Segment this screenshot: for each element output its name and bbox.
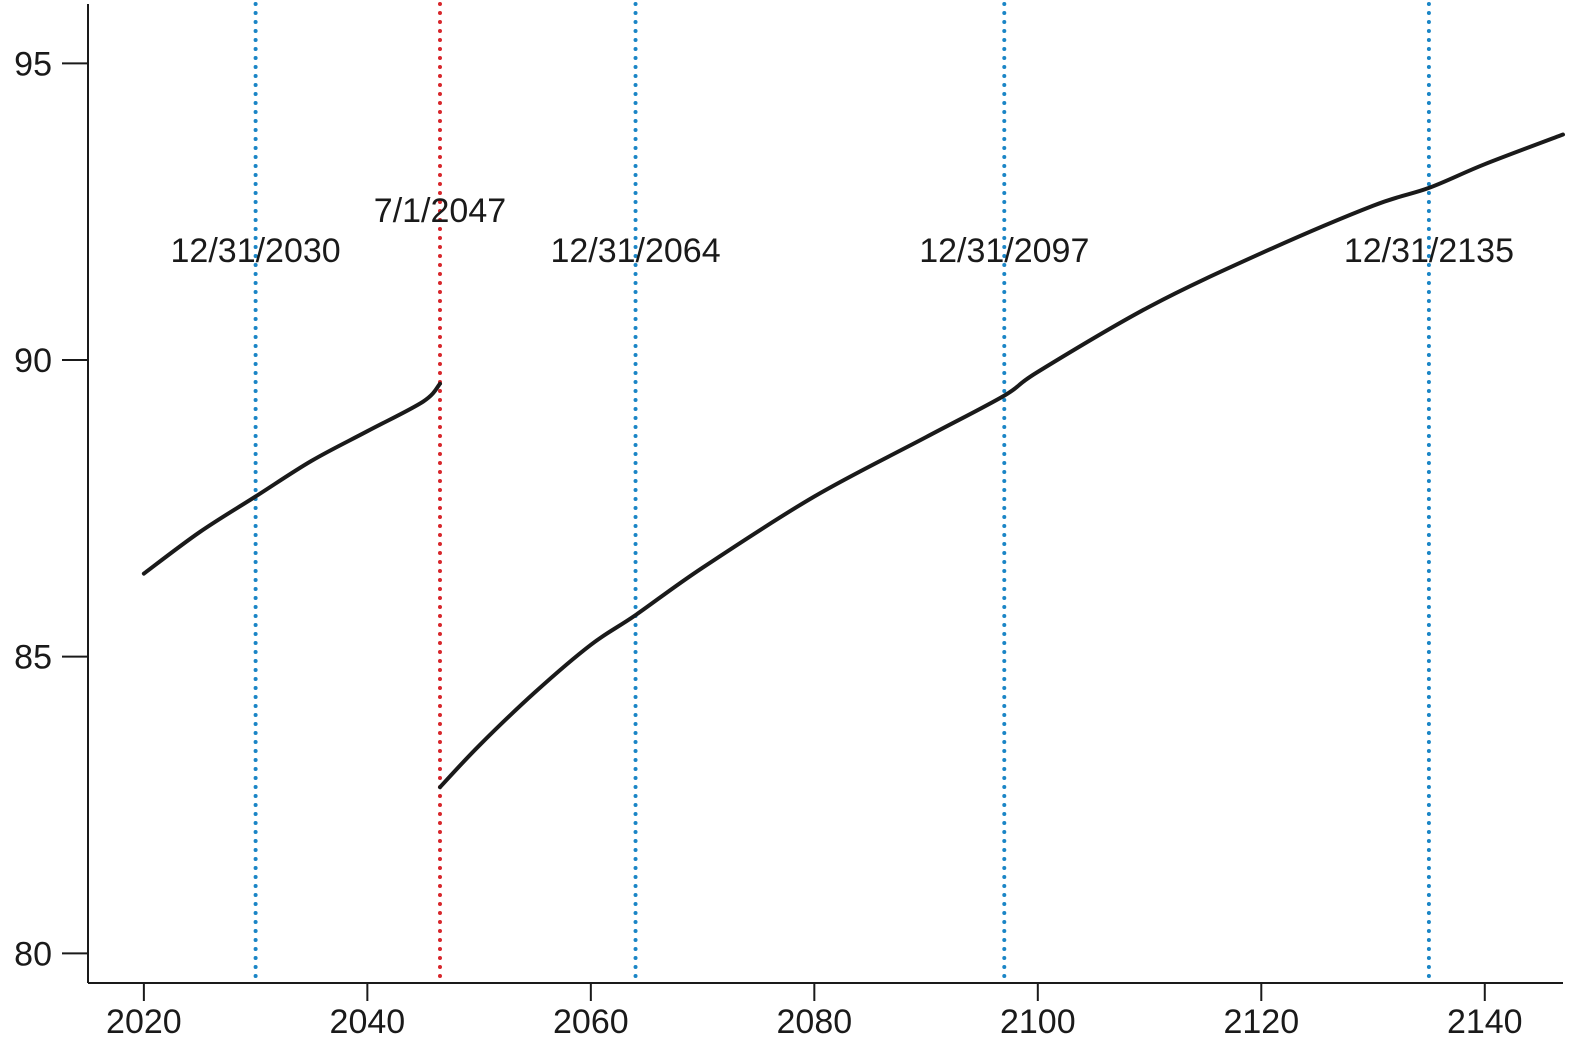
axes: 80 85 90 95 2020 2040 2060 2080 2100 2120 2140 xyxy=(14,4,1563,1041)
annotation-lines xyxy=(253,2,1431,985)
annotation-label: 12/31/2064 xyxy=(550,232,720,270)
annotation-label: 12/31/2135 xyxy=(1344,232,1514,270)
x-tick-label: 2140 xyxy=(1447,1003,1523,1041)
annotation-label: 7/1/2047 xyxy=(374,192,506,230)
x-tick-label: 2100 xyxy=(1000,1003,1076,1041)
y-tick-label: 95 xyxy=(14,45,52,83)
x-tick-label: 2120 xyxy=(1223,1003,1299,1041)
x-tick-label: 2040 xyxy=(330,1003,406,1041)
y-tick-label: 90 xyxy=(14,342,52,380)
annotation-labels: 12/31/2030 7/1/2047 12/31/2064 12/31/2097 12… xyxy=(171,192,1514,270)
x-tick-label: 2080 xyxy=(777,1003,853,1041)
y-tick-label: 80 xyxy=(14,935,52,973)
series-line-segment-1 xyxy=(141,381,442,576)
data-series xyxy=(141,132,1565,790)
series-line-segment-2 xyxy=(437,132,1565,790)
annotation-label: 12/31/2030 xyxy=(171,232,341,270)
x-tick-label: 2020 xyxy=(106,1003,182,1041)
x-tick-label: 2060 xyxy=(553,1003,629,1041)
y-tick-label: 85 xyxy=(14,639,52,677)
annotation-label: 12/31/2097 xyxy=(919,232,1089,270)
